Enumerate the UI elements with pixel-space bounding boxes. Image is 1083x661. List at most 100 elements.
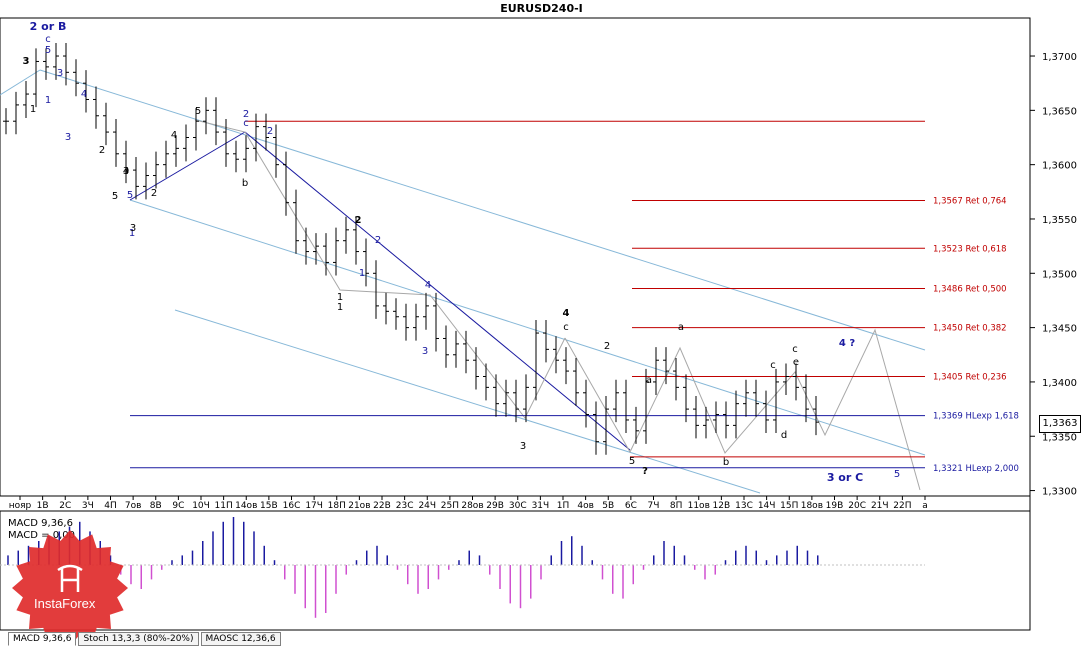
x-tick-label: 23С [396, 501, 414, 511]
wave-label-black: 1 [337, 302, 343, 313]
wave-label-black: d [781, 430, 787, 441]
wave-label-blue: c [45, 34, 51, 45]
wave-label-black: 2 [99, 145, 105, 156]
x-tick-label: 4П [104, 501, 117, 511]
wave-label-black: 2 [355, 215, 362, 226]
wave-label-black: 4 [563, 308, 570, 319]
main-plot-border [0, 17, 1031, 497]
x-tick-label: 20С [848, 501, 866, 511]
chart-title: EURUSD240-I [500, 2, 583, 15]
x-tick-label: 12В [713, 501, 731, 511]
wave-projection-path [564, 328, 921, 491]
x-tick-label: 15П [780, 501, 798, 511]
x-tick-label: 16С [283, 501, 301, 511]
wave-label-blue: 3 [65, 132, 71, 143]
x-tick-label: 7Ч [648, 501, 660, 511]
wave-label-blue: 3 or C [827, 471, 863, 484]
x-tick-label: 18ов [801, 501, 823, 511]
wave-label-blue: 4 [81, 89, 87, 100]
x-axis-layer: нояр 1В 2С 3Ч 4П 7ов 8В 9С 10Ч 11П 14ов 15В 16С 17Ч 18… [9, 496, 928, 511]
fib-level-label: 1,3523 Ret 0,618 [933, 244, 1007, 254]
fib-level-label: 1,3450 Ret 0,382 [933, 324, 1007, 334]
x-tick-label: 8П [670, 501, 683, 511]
wave-label-black: b [723, 457, 729, 468]
fib-level-label: 1,3405 Ret 0,236 [933, 373, 1007, 383]
channel-middle-line [129, 199, 926, 456]
macd-plot-border [0, 510, 1031, 631]
wave-label-blue: c [243, 118, 249, 129]
tab-stoch[interactable]: Stoch 13,3,3 (80%-20%) [78, 632, 199, 646]
macd-label-value: MACD = 0,00 [8, 530, 75, 541]
wave-label-black: a [646, 375, 652, 386]
wave-label-black: 5 [195, 106, 201, 117]
x-tick-label: 11П [215, 501, 233, 511]
indicator-tabs: MACD 9,36,6 Stoch 13,3,3 (80%-20%) MAOSC… [8, 632, 281, 646]
fib-level-label: 1,3369 HLexp 1,618 [933, 412, 1019, 422]
fib-level-label: 1,3486 Ret 0,500 [933, 285, 1007, 295]
macd-label-main: MACD 9,36,6 [8, 518, 73, 529]
instaforex-logo [12, 530, 128, 646]
wave-label-blue: 2 [243, 109, 249, 120]
wave-label-black: 4 [123, 166, 129, 177]
wave-label-blue: 2 [375, 235, 381, 246]
x-tick-label: 10Ч [192, 501, 210, 511]
x-tick-label: 9С [172, 501, 184, 511]
x-tick-label: 4ов [577, 501, 594, 511]
x-tick-label: 8В [150, 501, 162, 511]
wave-label-blue: 5 [45, 45, 51, 56]
fib-level-label: 1,3321 HLexp 2,000 [933, 464, 1019, 474]
candle-layer [3, 42, 819, 455]
x-tick-label: 1П [557, 501, 570, 511]
wave-label-black: ? [642, 466, 648, 477]
tab-macd[interactable]: MACD 9,36,6 [8, 632, 77, 646]
tab-maosc[interactable]: MAOSC 12,36,6 [200, 632, 281, 646]
wave-label-blue: 5 [894, 469, 900, 480]
y-tick-label: 1,3550 [1042, 215, 1077, 226]
y-tick-label: 1,3600 [1042, 161, 1077, 172]
wave-label-blue: 3 [57, 68, 63, 79]
wave-label-black: c [792, 344, 798, 355]
wave-label-black: b [242, 178, 248, 189]
x-tick-label: 3Ч [82, 501, 94, 511]
wave-label-blue: 4 ? [839, 338, 855, 349]
wave-label-black: 5 [112, 191, 118, 202]
y-tick-label: 1,3700 [1042, 52, 1077, 63]
x-tick-label: 25П [441, 501, 459, 511]
fib-level-label: 1,3567 Ret 0,764 [933, 197, 1007, 207]
wave-label-black: 3 [23, 56, 30, 67]
wave-structure-path [194, 119, 566, 419]
x-tick-label: 17Ч [305, 501, 323, 511]
x-tick-label: 2С [59, 501, 71, 511]
x-tick-label: 22В [373, 501, 391, 511]
logo-emblem-icon [57, 564, 83, 592]
wave-label-black: 2 [604, 341, 610, 352]
wave-label-black: 4 [171, 130, 177, 141]
y-tick-label: 1,3350 [1042, 432, 1077, 443]
x-tick-label: нояр [9, 501, 32, 511]
wave-label-black: c [770, 360, 776, 371]
x-tick-label: 11ов [688, 501, 710, 511]
channel-upper-line [39, 69, 926, 351]
wave-label-blue: 2 [267, 126, 273, 137]
x-tick-label: 21Ч [871, 501, 889, 511]
x-tick-label: 19В [826, 501, 844, 511]
x-tick-label: а [922, 501, 928, 511]
wave-label-black: 3 [123, 166, 129, 177]
x-tick-label: 30С [509, 501, 527, 511]
x-tick-label: 13С [735, 501, 753, 511]
wave-label-blue: 1 [45, 95, 51, 106]
wave-label-black: 3 [520, 441, 526, 452]
x-tick-label: 14ов [235, 501, 257, 511]
wave-label-black: a [678, 322, 684, 333]
y-tick-label: 1,3450 [1042, 324, 1077, 335]
wave-label-blue: 3 [422, 346, 428, 357]
brand-name: InstaForex [34, 596, 96, 611]
wave-label-blue: 1 [129, 228, 135, 239]
x-tick-label: 18П [328, 501, 346, 511]
y-tick-label: 1,3300 [1042, 487, 1077, 498]
y-tick-label: 1,3650 [1042, 106, 1077, 117]
wave-label-black: c [563, 322, 569, 333]
wave-label-black: e [793, 357, 799, 368]
wave-label-blue: 5 [127, 190, 133, 201]
